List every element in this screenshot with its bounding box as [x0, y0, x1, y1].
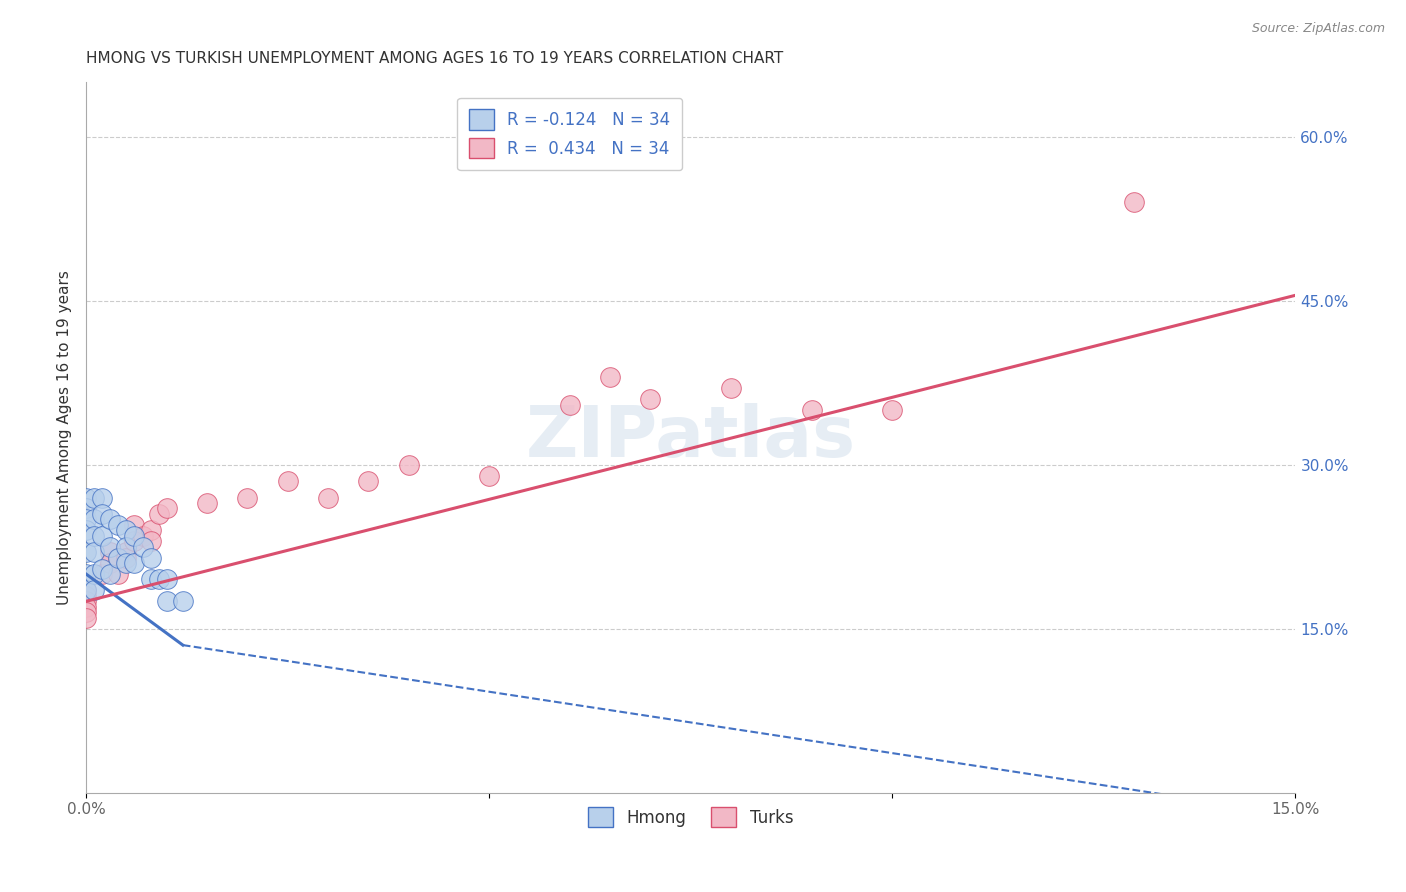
Point	[115, 550, 138, 565]
Point	[91, 507, 114, 521]
Point	[107, 517, 129, 532]
Point	[156, 573, 179, 587]
Point	[91, 529, 114, 543]
Point	[107, 567, 129, 582]
Point	[75, 567, 97, 582]
Point	[156, 501, 179, 516]
Point	[316, 491, 339, 505]
Point	[131, 540, 153, 554]
Point	[75, 589, 97, 603]
Point	[720, 381, 742, 395]
Point	[1123, 195, 1146, 210]
Point	[277, 474, 299, 488]
Point	[115, 545, 138, 559]
Point	[83, 529, 105, 543]
Point	[640, 392, 662, 406]
Point	[83, 583, 105, 598]
Point	[882, 403, 904, 417]
Point	[75, 524, 97, 538]
Text: HMONG VS TURKISH UNEMPLOYMENT AMONG AGES 16 TO 19 YEARS CORRELATION CHART: HMONG VS TURKISH UNEMPLOYMENT AMONG AGES…	[86, 51, 783, 66]
Point	[558, 398, 581, 412]
Point	[75, 491, 97, 505]
Point	[75, 512, 97, 526]
Point	[107, 550, 129, 565]
Point	[98, 545, 121, 559]
Point	[124, 534, 146, 549]
Point	[75, 583, 97, 598]
Point	[139, 534, 162, 549]
Point	[139, 573, 162, 587]
Point	[98, 556, 121, 570]
Point	[131, 529, 153, 543]
Point	[236, 491, 259, 505]
Point	[139, 524, 162, 538]
Text: Source: ZipAtlas.com: Source: ZipAtlas.com	[1251, 22, 1385, 36]
Point	[83, 567, 105, 582]
Text: ZIPatlas: ZIPatlas	[526, 403, 856, 472]
Point	[124, 517, 146, 532]
Point	[75, 605, 97, 619]
Point	[124, 556, 146, 570]
Point	[75, 599, 97, 614]
Point	[107, 550, 129, 565]
Point	[115, 524, 138, 538]
Point	[83, 512, 105, 526]
Point	[599, 370, 621, 384]
Point	[115, 556, 138, 570]
Point	[75, 545, 97, 559]
Point	[75, 583, 97, 598]
Point	[398, 458, 420, 472]
Point	[800, 403, 823, 417]
Point	[75, 594, 97, 608]
Point	[139, 550, 162, 565]
Point	[172, 594, 194, 608]
Point	[83, 491, 105, 505]
Point	[156, 594, 179, 608]
Point	[83, 545, 105, 559]
Point	[148, 507, 170, 521]
Y-axis label: Unemployment Among Ages 16 to 19 years: Unemployment Among Ages 16 to 19 years	[58, 270, 72, 605]
Point	[75, 501, 97, 516]
Legend: Hmong, Turks: Hmong, Turks	[582, 800, 800, 834]
Point	[75, 611, 97, 625]
Point	[115, 540, 138, 554]
Point	[124, 529, 146, 543]
Point	[98, 540, 121, 554]
Point	[98, 512, 121, 526]
Point	[91, 491, 114, 505]
Point	[195, 496, 218, 510]
Point	[91, 567, 114, 582]
Point	[91, 561, 114, 575]
Point	[148, 573, 170, 587]
Point	[98, 567, 121, 582]
Point	[357, 474, 380, 488]
Point	[478, 468, 501, 483]
